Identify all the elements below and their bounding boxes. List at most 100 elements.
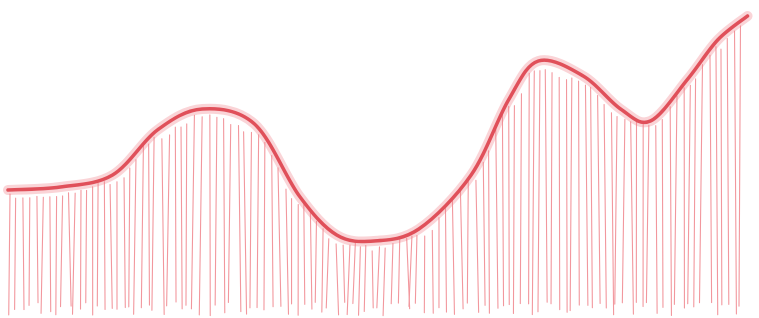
hatch-stroke	[15, 198, 16, 309]
hatch-stroke	[615, 117, 617, 305]
hatch-stroke	[56, 197, 57, 315]
hatch-stroke	[688, 85, 691, 303]
hatch-stroke	[489, 151, 490, 313]
hatch-stroke	[353, 242, 355, 303]
hatch-stroke	[532, 71, 534, 315]
hatch-stroke	[622, 119, 625, 302]
hatch-stroke	[538, 71, 540, 312]
hatch-stroke	[286, 189, 289, 314]
hatch-stroke	[391, 244, 393, 304]
hatch-stroke	[699, 65, 702, 303]
hatch-stroke	[257, 135, 259, 308]
hatch-stroke	[415, 236, 417, 304]
hatch-stroke	[326, 239, 329, 308]
hatch-stroke	[129, 168, 130, 307]
hatch-stroke	[604, 105, 606, 308]
hatch-stroke	[545, 70, 547, 303]
chart	[0, 0, 759, 318]
hatch-stroke	[529, 73, 530, 303]
hatch-stroke	[409, 236, 412, 306]
hatch-stroke	[23, 198, 24, 310]
hatch-stroke	[631, 122, 634, 314]
hatch-stroke	[513, 106, 514, 314]
hatch-stroke	[739, 26, 740, 306]
hatch-stroke	[591, 87, 593, 307]
hatch-stroke	[215, 117, 217, 305]
hatch-stroke	[520, 94, 521, 304]
hatch-stroke	[432, 230, 433, 313]
hatch-stroke	[656, 126, 657, 314]
hatch-stroke	[579, 81, 580, 305]
hatch-stroke	[662, 120, 663, 308]
hatch-stroke	[29, 198, 30, 306]
hatch-stroke	[244, 132, 247, 314]
hatch-stroke	[199, 117, 202, 315]
hatch-stroke	[272, 156, 273, 307]
hatch-stroke	[73, 193, 76, 314]
hatch-stroke	[264, 142, 265, 309]
hatch-stroke	[567, 80, 568, 313]
hatch-stroke	[347, 245, 350, 315]
hatch-stroke	[727, 39, 729, 305]
hatch-stroke	[278, 168, 281, 306]
hatch-stroke	[476, 180, 479, 312]
hatch-stroke	[134, 160, 136, 315]
hatch-stroke	[104, 182, 105, 310]
hatch-stroke	[611, 113, 613, 315]
hatch-stroke	[250, 132, 252, 307]
hatch-stroke	[467, 182, 468, 304]
hatch-stroke	[674, 96, 677, 305]
hatch-stroke	[364, 246, 366, 312]
hatch-stroke	[175, 127, 176, 302]
hatch-stroke	[398, 239, 399, 303]
hatch-stroke	[97, 184, 98, 306]
hatch-stroke	[149, 144, 150, 305]
hatch-stroke	[646, 125, 648, 302]
hatch-stroke	[716, 47, 718, 315]
hatch-stroke	[710, 55, 712, 302]
hatch-stroke	[721, 49, 722, 305]
hatch-stroke	[86, 190, 87, 302]
hatch-stroke	[304, 204, 305, 304]
hatch-stroke	[167, 135, 170, 306]
hatch-stroke	[224, 119, 225, 313]
hatch-stroke	[483, 162, 485, 305]
hatch-stroke	[445, 209, 446, 312]
hatch-stroke	[124, 178, 125, 308]
hatch-stroke	[452, 199, 454, 315]
hatch-stroke	[68, 193, 71, 306]
hatch-stroke	[598, 96, 601, 304]
hatch-stroke	[377, 247, 380, 308]
hatch-stroke	[191, 115, 194, 309]
hatch-stroke	[141, 144, 143, 307]
hatch-stroke	[315, 221, 316, 302]
hatch-stroke	[61, 196, 63, 307]
hatch-stroke	[322, 229, 323, 312]
hatch-stroke	[9, 194, 10, 315]
hatch-stroke	[343, 245, 345, 302]
hatch-stroke	[670, 107, 671, 316]
hatch-stroke	[460, 187, 463, 309]
hatch-stroke	[502, 114, 503, 306]
hatch-stroke	[152, 137, 154, 310]
hatch-stroke	[110, 185, 112, 309]
hatch-stroke	[694, 79, 696, 307]
hatch-stroke	[228, 125, 230, 303]
hatch-stroke	[310, 211, 312, 309]
hatch-stroke	[570, 78, 572, 311]
hatch-stroke	[181, 127, 182, 309]
hatch-stroke	[383, 248, 385, 316]
hatch-stroke	[559, 77, 560, 309]
page: (() => { const data = JSON.parse(documen…	[0, 0, 759, 318]
hatch-stroke	[336, 244, 338, 315]
hatch-stroke	[496, 127, 498, 308]
hatch-stroke	[186, 124, 187, 305]
hatch-stroke	[509, 106, 510, 304]
hatch-stroke	[735, 31, 737, 314]
hatch-stroke	[50, 197, 51, 312]
hatch-stroke	[359, 247, 361, 315]
hatch-stroke	[551, 73, 552, 304]
hatch-stroke	[162, 139, 164, 315]
hatch-stroke	[585, 85, 587, 305]
hatch-stroke	[41, 197, 43, 313]
